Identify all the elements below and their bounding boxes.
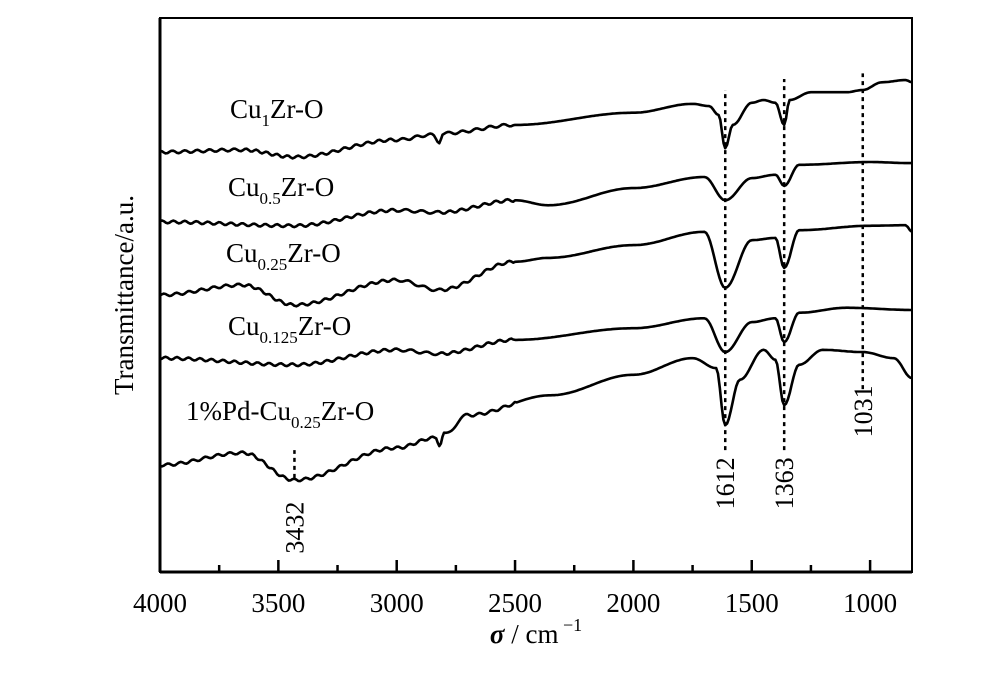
series-line [159,306,912,368]
series-line [159,78,913,160]
x-tick-label: 3000 [370,588,424,618]
series-1: Cu1Zr-O [159,78,913,160]
series-label: Cu0.5Zr-O [228,172,334,208]
x-tick-label: 4000 [133,588,187,618]
peak-label: 1363 [770,457,799,509]
series-3: Cu0.25Zr-O [159,223,913,308]
x-tick-label: 3500 [251,588,305,618]
series-5: 1%Pd-Cu0.25Zr-O [159,348,913,483]
series-label: Cu0.125Zr-O [228,311,351,347]
peak-label: 1612 [711,457,740,509]
series-line [159,348,913,483]
x-tick-label: 1000 [843,588,897,618]
peak-label: 1031 [849,385,878,437]
series-label: Cu1Zr-O [230,94,323,130]
y-axis-label: Transmittance/a.u. [109,195,139,395]
series-line [159,160,912,229]
x-tick-label: 1500 [725,588,779,618]
peak-label: 3432 [280,502,309,554]
series-line [159,223,913,308]
x-tick-label: 2000 [606,588,660,618]
x-axis-label: σ / cm −1 [490,615,582,649]
x-tick-label: 2500 [488,588,542,618]
series-2: Cu0.5Zr-O [159,160,912,229]
series-label: 1%Pd-Cu0.25Zr-O [186,396,374,432]
series-4: Cu0.125Zr-O [159,306,912,368]
series-label: Cu0.25Zr-O [226,238,341,274]
